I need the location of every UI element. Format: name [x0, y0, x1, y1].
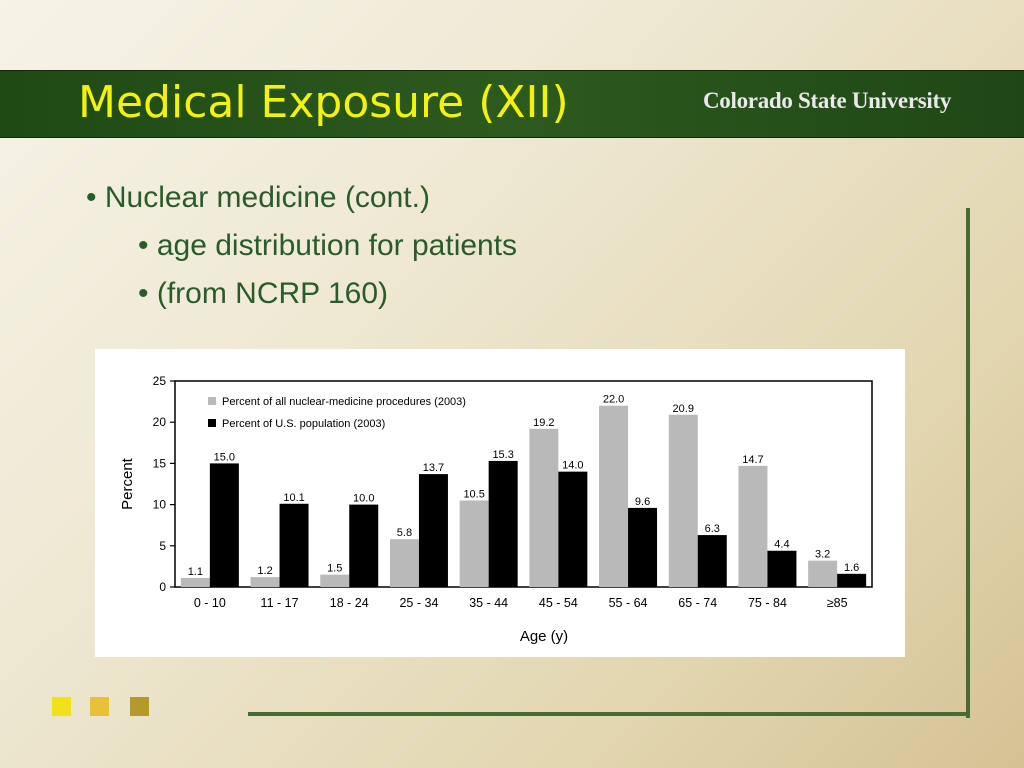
x-tick-label: ≥85	[827, 596, 848, 610]
data-label: 20.9	[673, 403, 694, 415]
y-tick-label: 5	[159, 539, 166, 553]
x-tick-label: 25 - 34	[399, 596, 438, 610]
data-label: 19.2	[533, 417, 554, 429]
legend-swatch	[208, 397, 216, 405]
bullet-item: • Nuclear medicine (cont.)	[86, 181, 430, 214]
bar	[418, 474, 448, 587]
data-label: 1.5	[327, 563, 342, 575]
x-tick-label: 65 - 74	[678, 596, 717, 610]
data-label: 5.8	[397, 527, 412, 539]
x-tick-label: 75 - 84	[748, 596, 787, 610]
y-tick-label: 15	[153, 456, 167, 470]
y-tick-label: 20	[153, 415, 167, 429]
bar	[349, 504, 379, 587]
frame-line-bottom	[248, 712, 970, 716]
slide-title: Medical Exposure (XII)	[78, 77, 569, 128]
bar	[697, 535, 727, 587]
data-label: 1.6	[844, 562, 859, 574]
bar	[558, 471, 588, 587]
data-label: 4.4	[774, 539, 789, 551]
bar	[738, 465, 768, 587]
y-tick-label: 25	[153, 374, 167, 388]
bar	[628, 507, 658, 587]
data-label: 15.0	[214, 451, 235, 463]
x-tick-label: 0 - 10	[194, 596, 226, 610]
data-label: 1.1	[188, 566, 203, 578]
x-tick-label: 11 - 17	[261, 596, 299, 610]
bar	[808, 560, 838, 587]
legend-label: Percent of all nuclear-medicine procedur…	[222, 396, 466, 408]
bar	[599, 405, 629, 587]
decor-square	[90, 697, 109, 716]
bar	[180, 577, 210, 587]
bullet-subitem: • age distribution for patients	[138, 229, 518, 262]
bar	[279, 503, 309, 587]
data-label: 1.2	[257, 565, 272, 577]
x-axis-label: Age (y)	[520, 628, 568, 645]
data-label: 10.5	[463, 488, 484, 500]
bar	[837, 573, 867, 587]
y-axis-label: Percent	[119, 457, 136, 510]
bar	[529, 428, 559, 587]
university-logo: Colorado State University	[703, 88, 952, 113]
bar	[668, 414, 698, 587]
x-tick-label: 18 - 24	[330, 596, 369, 610]
decor-square	[52, 697, 71, 716]
y-tick-label: 0	[159, 580, 166, 594]
y-tick-label: 10	[153, 498, 167, 512]
title-bar	[0, 70, 1024, 138]
bar-chart: 0 5 10 15 20 25 0 - 10 1.1 15.0 11 - 17 1.2 10.1 18 …	[119, 374, 873, 645]
frame-line-right	[966, 208, 970, 718]
bar	[320, 574, 350, 587]
data-label: 22.0	[603, 394, 624, 406]
data-label: 10.0	[353, 493, 374, 505]
plot-frame	[174, 380, 873, 588]
data-label: 9.6	[635, 496, 650, 508]
chart-panel: 0 5 10 15 20 25 0 - 10 1.1 15.0 11 - 17 1.2 10.1 18 …	[95, 349, 905, 657]
x-tick-label: 35 - 44	[469, 596, 508, 610]
data-label: 6.3	[705, 523, 720, 535]
bar	[488, 460, 518, 587]
legend-label: Percent of U.S. population (2003)	[222, 418, 385, 430]
x-tick-label: 45 - 54	[539, 596, 578, 610]
data-label: 10.1	[283, 492, 304, 504]
bullet-subitem: • (from NCRP 160)	[138, 277, 389, 310]
bar	[389, 539, 419, 587]
data-label: 13.7	[423, 462, 444, 474]
decor-square	[130, 697, 149, 716]
bar	[459, 500, 489, 587]
x-tick-label: 55 - 64	[609, 596, 648, 610]
bar	[209, 463, 239, 587]
data-label: 14.7	[742, 454, 763, 466]
data-label: 3.2	[815, 549, 830, 561]
legend-swatch	[208, 419, 216, 427]
data-label: 15.3	[492, 449, 513, 461]
bar	[250, 577, 280, 587]
data-label: 14.0	[562, 460, 583, 472]
bar	[767, 550, 797, 587]
